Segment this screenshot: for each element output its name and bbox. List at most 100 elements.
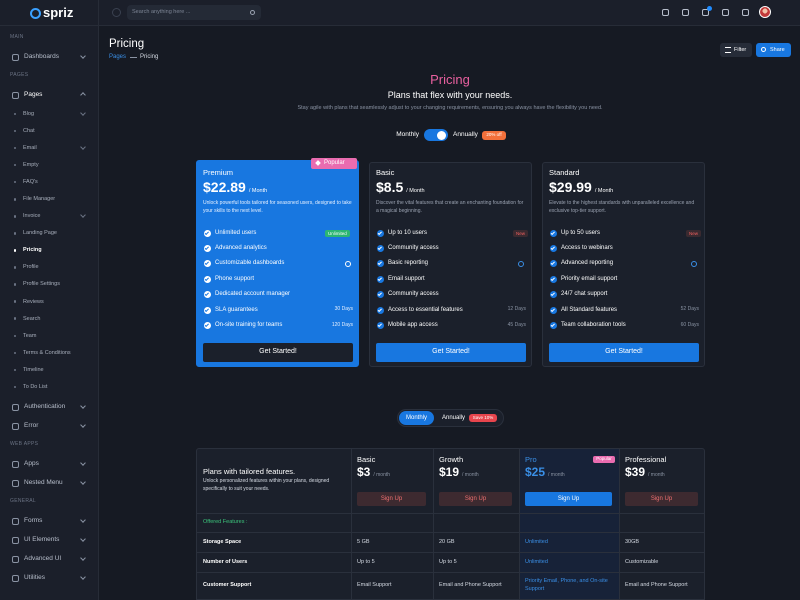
brand-name: spriz (43, 5, 74, 21)
sign-up-button[interactable]: Sign Up (357, 492, 426, 506)
plan-description: Unlock powerful tools tailored for seaso… (203, 200, 352, 214)
billing-toggle: Monthly Annually Save 10% (397, 409, 504, 427)
sign-up-button[interactable]: Sign Up (625, 492, 698, 506)
icon (203, 321, 211, 329)
sidebar-subitem[interactable]: Pricing (23, 247, 42, 254)
toggle-option[interactable]: Annually (442, 414, 466, 421)
icon (249, 9, 255, 15)
icon (376, 229, 384, 237)
feature-label: Up to 50 users (561, 229, 601, 236)
chevron (80, 422, 86, 428)
icon (13, 232, 17, 235)
table-cell: Email and Phone Support (439, 582, 502, 588)
feature-name: Number of Users (203, 558, 248, 565)
sidebar-item[interactable]: Nested Menu (24, 479, 63, 487)
feature-label: Team collaboration tools (561, 321, 626, 328)
toggle-option-active[interactable]: Monthly (399, 411, 434, 425)
sidebar-subitem[interactable]: Search (23, 315, 41, 322)
header: Search anything here ... (99, 0, 800, 26)
sidebar-subitem[interactable]: Invoice (23, 213, 41, 220)
price-amount: $29.99 (549, 179, 592, 195)
chevron (80, 574, 86, 580)
get-started-button[interactable]: Get Started! (549, 343, 699, 362)
toggle-option[interactable]: Annually (453, 131, 478, 139)
sidebar-item[interactable]: Pages (24, 91, 43, 99)
icon (701, 8, 709, 16)
plan-column: Growth $19/ month Sign Up (433, 449, 519, 600)
sidebar-section-label: WEB APPS (10, 441, 39, 448)
sidebar-subitem[interactable]: Team (23, 332, 37, 339)
feature-label: Email support (388, 275, 425, 282)
table-cell: Email Support (357, 582, 392, 588)
sign-up-button[interactable]: Sign Up (439, 492, 512, 506)
plan-column: Popular Pro $25/ month Sign Up (519, 449, 619, 600)
sidebar-subitem[interactable]: Empty (23, 162, 39, 169)
sidebar-subitem[interactable]: Chat (23, 127, 35, 134)
sidebar-item[interactable]: Dashboards (24, 53, 60, 61)
feature-note: 30 Days (334, 306, 353, 313)
badge-text: Save 10% (472, 414, 494, 420)
sidebar-subitem[interactable]: Landing Page (23, 230, 57, 237)
search-box[interactable]: Search anything here ... (127, 5, 261, 20)
icon (681, 8, 689, 16)
breadcrumb-link[interactable]: Pages (109, 53, 127, 60)
icon (13, 317, 17, 320)
check-mark (204, 292, 209, 296)
sidebar-subitem[interactable]: Timeline (23, 366, 44, 373)
feature-label: Basic reporting (388, 260, 429, 267)
sidebar-subitem[interactable]: Profile Settings (23, 281, 60, 288)
sidebar-item[interactable]: Forms (24, 517, 43, 525)
price-period: / month (548, 472, 565, 478)
sidebar-item[interactable]: Authentication (24, 403, 66, 411)
get-started-button[interactable]: Get Started! (376, 343, 526, 362)
icon (759, 6, 771, 18)
sidebar-subitem[interactable]: Blog (23, 110, 35, 117)
chevron (80, 212, 86, 219)
sidebar-item[interactable]: UI Elements (24, 536, 60, 544)
sidebar-item[interactable]: Utilities (24, 574, 45, 582)
plan-card: Popular Premium $22.89/ Month Unlock powerf… (196, 158, 359, 367)
sidebar-subitem[interactable]: Email (23, 144, 37, 151)
feature-label: Community access (388, 291, 439, 298)
table-title: Plans with tailored features. (203, 467, 296, 477)
chevron (80, 110, 86, 116)
icon (11, 479, 19, 487)
feature-label: Priority email support (561, 275, 618, 282)
get-started-button[interactable]: Get Started! (203, 343, 353, 362)
sidebar-subitem[interactable]: FAQ's (23, 179, 38, 186)
sign-up-button[interactable]: Sign Up (525, 492, 612, 506)
sidebar-subitem[interactable]: To Do List (23, 383, 48, 390)
icon (13, 129, 17, 133)
sidebar-item[interactable]: Error (24, 422, 39, 430)
share-button[interactable]: Share (756, 43, 791, 57)
sidebar-item[interactable]: Advanced UI (24, 555, 62, 563)
feature-note: 45 Days (507, 321, 526, 328)
feature-label: Community access (388, 244, 439, 251)
sidebar-subitem[interactable]: Reviews (23, 298, 44, 305)
feature-label: Customizable dashboards (215, 260, 285, 267)
page-title: Pricing (109, 38, 145, 51)
toggle-switch[interactable] (424, 129, 448, 141)
sidebar-subitem[interactable]: Terms & Conditions (23, 349, 71, 356)
chevron (80, 144, 86, 150)
chevron (80, 479, 86, 485)
filter-button[interactable]: Filter (720, 43, 752, 57)
icon (13, 368, 17, 372)
breadcrumb-separator (130, 56, 137, 58)
icon (203, 275, 211, 283)
feature-name: Customer Support (203, 581, 252, 588)
feature-label: Access to essential features (388, 306, 463, 313)
table-cell: Email and Phone Support (625, 582, 688, 588)
sidebar-subitem[interactable]: File Manager (23, 196, 56, 203)
icon (376, 321, 384, 329)
button-label: Sign Up (464, 495, 487, 502)
table-cell: 20 GB (439, 539, 455, 545)
price-amount: $22.89 (203, 179, 246, 195)
sidebar-subitem[interactable]: Profile (23, 264, 39, 271)
icon (13, 334, 17, 338)
plan-price: $22.89/ Month (203, 179, 267, 195)
sidebar-item[interactable]: Apps (24, 460, 39, 468)
toggle-option[interactable]: Monthly (396, 131, 419, 139)
badge-text: Popular (324, 160, 345, 166)
icon (203, 260, 211, 268)
